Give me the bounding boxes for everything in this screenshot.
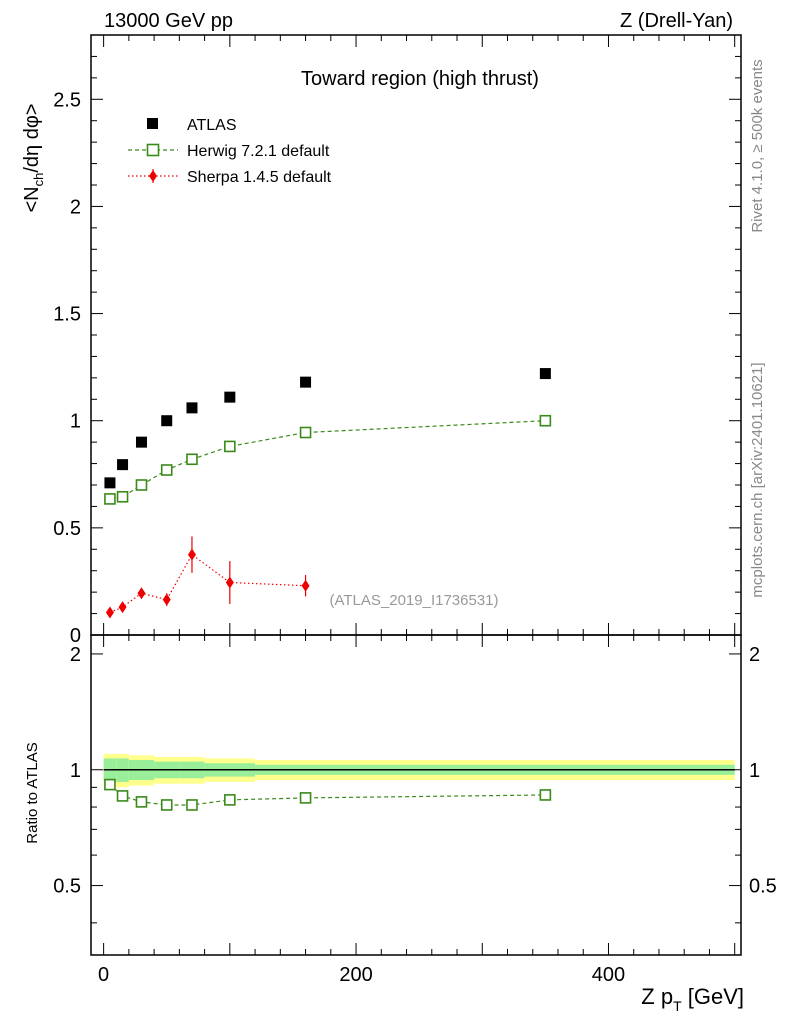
herwig-point-0	[104, 493, 116, 505]
ratio-uncertainty-bands	[103, 753, 735, 788]
herwig-point-2	[135, 479, 148, 491]
herwig-point-7	[539, 414, 552, 427]
sherpa-point-3	[162, 593, 171, 606]
x-tick-label-0: 0	[98, 964, 109, 986]
analysis-id-label: (ATLAS_2019_I1736531)	[329, 592, 498, 609]
series-layer	[104, 368, 552, 619]
legend: ATLAS Herwig 7.2.1 default Sherpa 1.4.5 …	[128, 117, 332, 186]
ratio-herwig-point-5	[224, 794, 236, 806]
atlas-point-1	[117, 459, 129, 471]
atlas-point-3	[161, 415, 173, 427]
y-tick-label-zero: 0	[70, 625, 81, 647]
ratio-y-tick-label-right-1: 1	[749, 760, 760, 782]
atlas-point-4	[186, 402, 198, 414]
y-axis-label: <Nch/dη dφ>	[21, 104, 46, 213]
plot-title: Toward region (high thrust)	[301, 68, 539, 90]
ratio-y-tick-label-right-2: 2	[749, 644, 760, 666]
ratio-herwig-point-3	[160, 799, 173, 811]
sherpa-point-5	[225, 576, 234, 589]
ratio-herwig-point-1	[116, 790, 129, 802]
herwig-line	[109, 420, 546, 500]
ratio-y-tick-label-right-0: 0.5	[749, 876, 777, 898]
axis-ticks	[91, 35, 741, 955]
atlas-point-0	[104, 477, 116, 489]
ratio-herwig-point-0	[104, 778, 116, 791]
herwig-point-5	[224, 440, 236, 453]
ratio-herwig-point-2	[135, 796, 148, 808]
sherpa-point-2	[137, 587, 146, 600]
legend-sherpa-label: Sherpa 1.4.5 default	[187, 169, 332, 186]
herwig-point-3	[160, 464, 173, 476]
legend-atlas-marker	[147, 118, 158, 129]
y-tick-label-0: 0.5	[53, 518, 81, 540]
ratio-y-tick-label-left-2: 2	[70, 644, 81, 666]
y-tick-label-4: 2.5	[53, 89, 81, 111]
atlas-point-6	[300, 376, 312, 388]
legend-sherpa-marker	[149, 170, 157, 182]
header-left: 13000 GeV pp	[104, 10, 233, 32]
ratio-herwig-line	[109, 784, 546, 806]
x-axis-label: Z pT [GeV]	[641, 984, 744, 1014]
sherpa-point-6	[301, 579, 310, 592]
header-right: Z (Drell-Yan)	[620, 10, 733, 32]
sherpa-point-0	[105, 606, 114, 619]
legend-atlas-label: ATLAS	[187, 117, 237, 134]
ratio-plot-frame	[90, 634, 742, 956]
axis-tick-labels: 0 200 400 0.5 1 1.5 2 2.5 0 0.5 0.5 1 1 2 2	[53, 89, 777, 986]
ratio-y-axis-label: Ratio to ATLAS	[24, 742, 41, 843]
herwig-point-4	[186, 453, 198, 466]
x-tick-label-2: 400	[592, 964, 625, 986]
ratio-herwig-point-4	[186, 799, 198, 811]
legend-herwig-marker	[146, 143, 160, 157]
sherpa-point-4	[187, 548, 196, 561]
y-tick-label-1: 1	[70, 411, 81, 433]
ratio-herwig-point-7	[539, 789, 552, 801]
y-tick-label-3: 2	[70, 196, 81, 218]
sherpa-point-1	[118, 601, 127, 614]
atlas-point-7	[539, 368, 551, 380]
legend-herwig-label: Herwig 7.2.1 default	[187, 143, 330, 160]
herwig-point-1	[116, 490, 129, 503]
ratio-y-tick-label-left-1: 1	[70, 760, 81, 782]
rivet-version-label: Rivet 4.1.0, ≥ 500k events	[749, 59, 766, 232]
atlas-point-5	[224, 391, 236, 403]
mcplots-label: mcplots.cern.ch [arXiv:2401.10621]	[749, 362, 766, 597]
x-tick-label-1: 200	[339, 964, 372, 986]
ratio-herwig-point-6	[299, 792, 312, 804]
y-tick-label-2: 1.5	[53, 304, 81, 326]
atlas-point-2	[135, 436, 147, 448]
herwig-point-6	[299, 426, 312, 439]
ratio-series-layer	[104, 778, 552, 811]
ratio-y-tick-label-left-0: 0.5	[53, 876, 81, 898]
sherpa-line	[109, 553, 306, 614]
